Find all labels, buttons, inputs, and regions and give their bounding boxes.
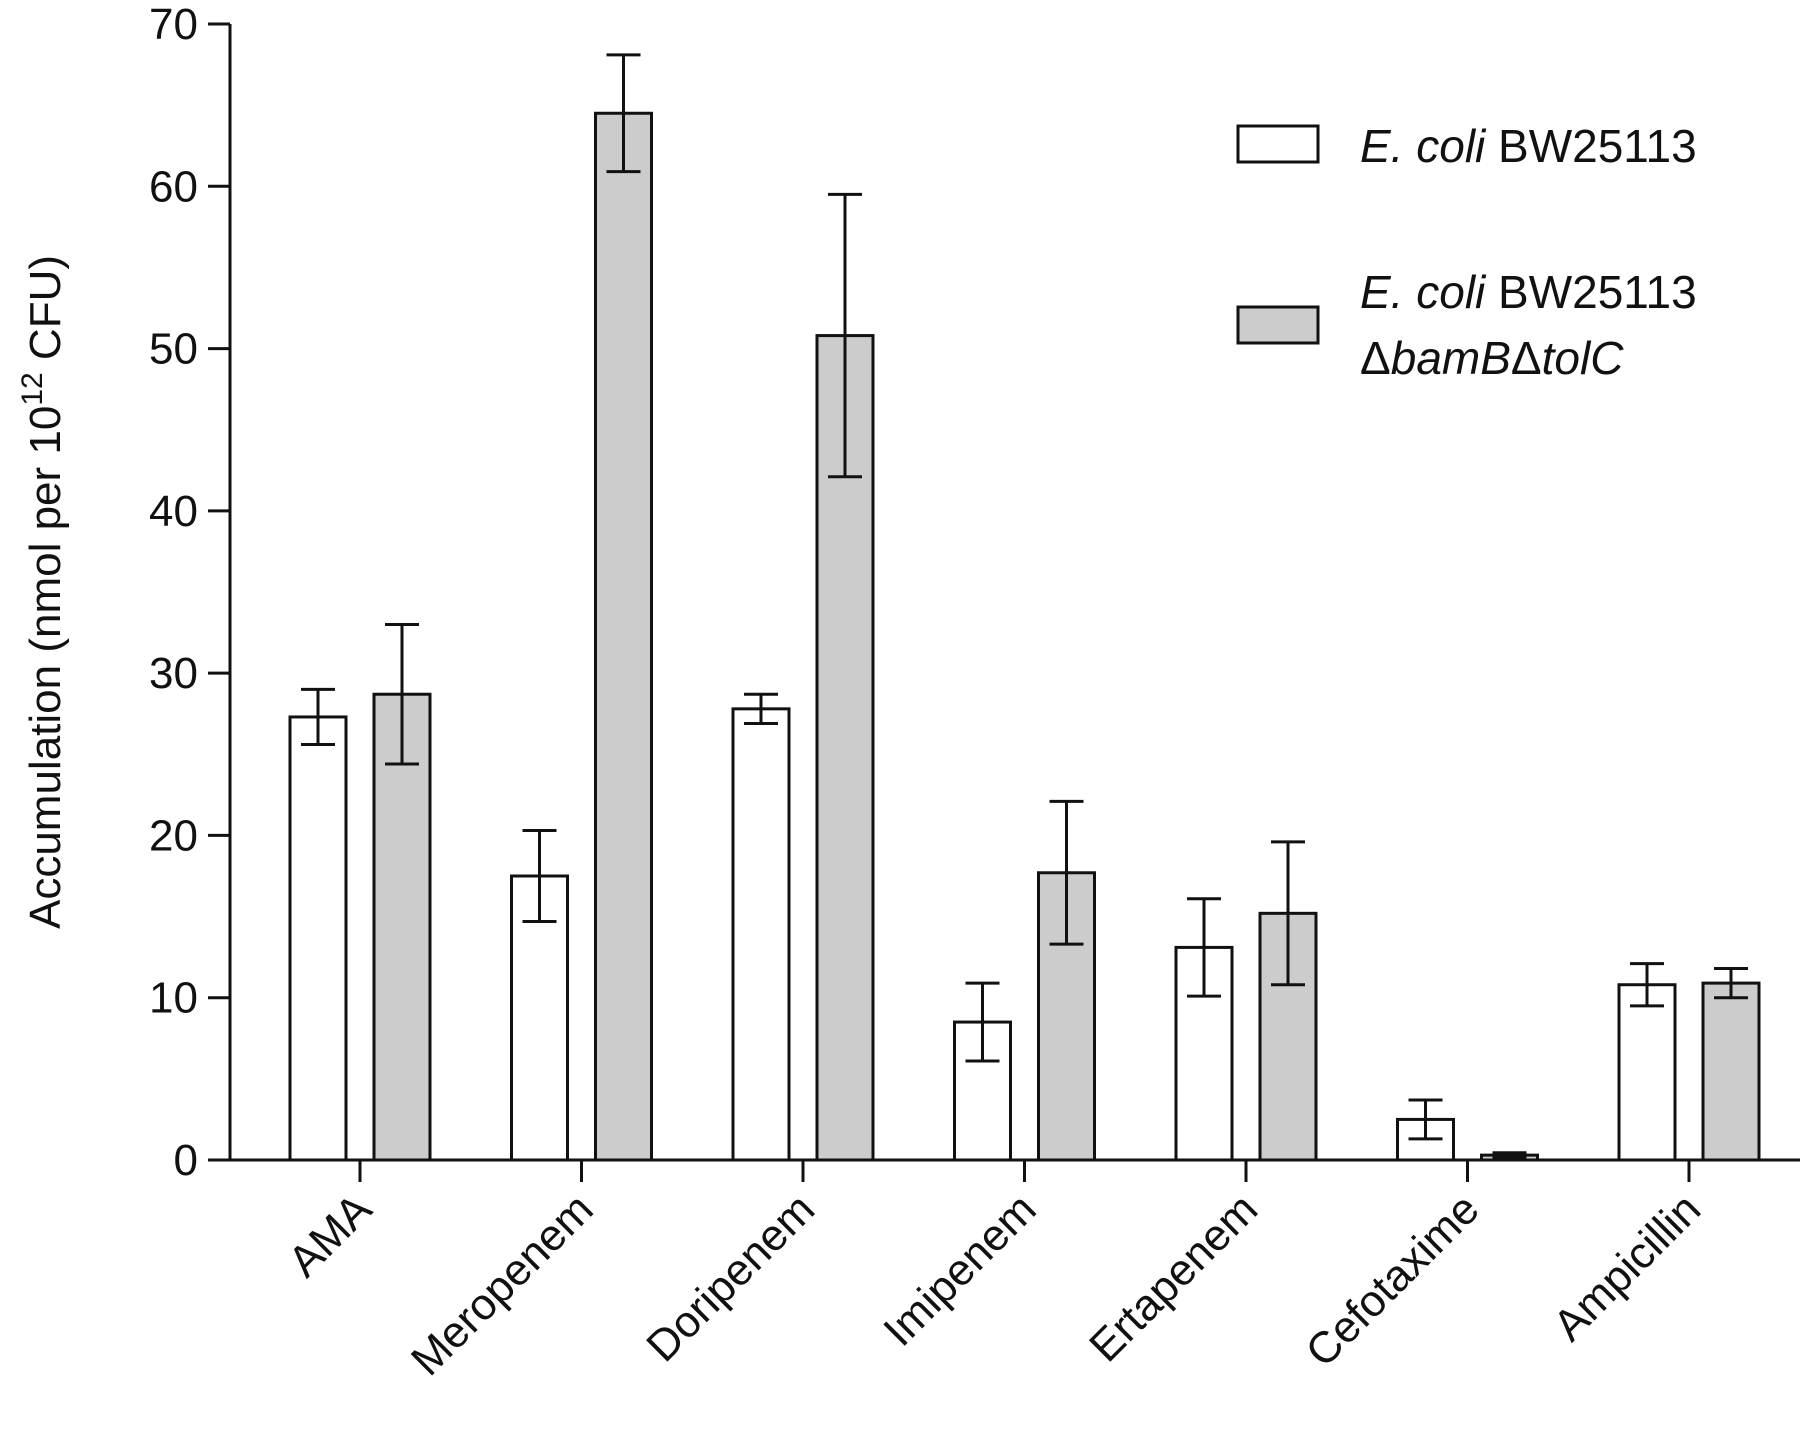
error-bar-meropenem-series-2	[606, 53, 641, 174]
error-bar-ertapenem-series-2	[1271, 840, 1305, 987]
y-tick-label: 60	[149, 162, 198, 211]
legend-swatch-series-1	[1236, 124, 1320, 164]
error-bar-ampicillin-series-1	[1630, 962, 1664, 1008]
bar-doripenem-series-1	[731, 707, 791, 1162]
error-bar-meropenem-series-1	[522, 829, 557, 923]
error-bar-doripenem-series-2	[828, 192, 862, 479]
error-bar-ertapenem-series-1	[1187, 897, 1221, 998]
legend: E. coli BW25113 E. coli BW25113 ΔbamBΔto…	[1236, 120, 1697, 384]
y-tick-label: 50	[149, 325, 198, 374]
category-label: Ertapenem	[1080, 1184, 1267, 1371]
bar-ama-series-1	[288, 715, 348, 1162]
y-axis: 0 10 20 30 40 50 60 70	[149, 0, 232, 1185]
y-tick-label: 70	[149, 0, 198, 49]
y-axis-title: Accumulation (nmol per 1012 CFU)	[16, 255, 70, 929]
error-bar-ama-series-1	[301, 687, 335, 747]
bar-ampicillin-series-2	[1701, 981, 1761, 1162]
y-tick-label: 30	[149, 649, 198, 698]
legend-label-series-1: E. coli BW25113	[1360, 120, 1697, 172]
bar-ama-series-2	[372, 692, 432, 1162]
x-axis: AMA Meropenem Doripenem Imipenem Ertapenem Ce…	[230, 1158, 1800, 1385]
bar-meropenem-series-1	[510, 874, 569, 1162]
category-label: Meropenem	[402, 1184, 603, 1385]
category-label: AMA	[279, 1184, 382, 1287]
y-tick-label: 20	[149, 811, 198, 860]
category-label: Doripenem	[637, 1184, 824, 1371]
y-tick-label: 40	[149, 487, 198, 536]
y-tick-label: 0	[174, 1136, 198, 1185]
y-tick-label: 10	[149, 974, 198, 1023]
category-label: Imipenem	[874, 1184, 1045, 1355]
bar-ampicillin-series-1	[1617, 983, 1677, 1162]
legend-label-series-2-line1: E. coli BW25113	[1360, 266, 1697, 318]
legend-label-series-2-line2: ΔbamBΔtolC	[1360, 332, 1624, 384]
error-bar-imipenem-series-2	[1049, 799, 1084, 946]
error-bar-ama-series-2	[385, 622, 419, 766]
error-bar-ampicillin-series-2	[1714, 967, 1748, 1000]
bar-meropenem-series-2	[594, 111, 653, 1162]
category-label: Cefotaxime	[1297, 1184, 1489, 1376]
category-label: Ampicillin	[1544, 1184, 1710, 1350]
error-bar-cefotaxime-series-2	[1492, 1151, 1527, 1160]
error-bar-imipenem-series-1	[965, 981, 1000, 1063]
plot-area	[288, 53, 1761, 1162]
error-bar-cefotaxime-series-1	[1408, 1098, 1443, 1141]
error-bar-doripenem-series-1	[744, 692, 778, 725]
legend-swatch-series-2	[1236, 305, 1320, 345]
